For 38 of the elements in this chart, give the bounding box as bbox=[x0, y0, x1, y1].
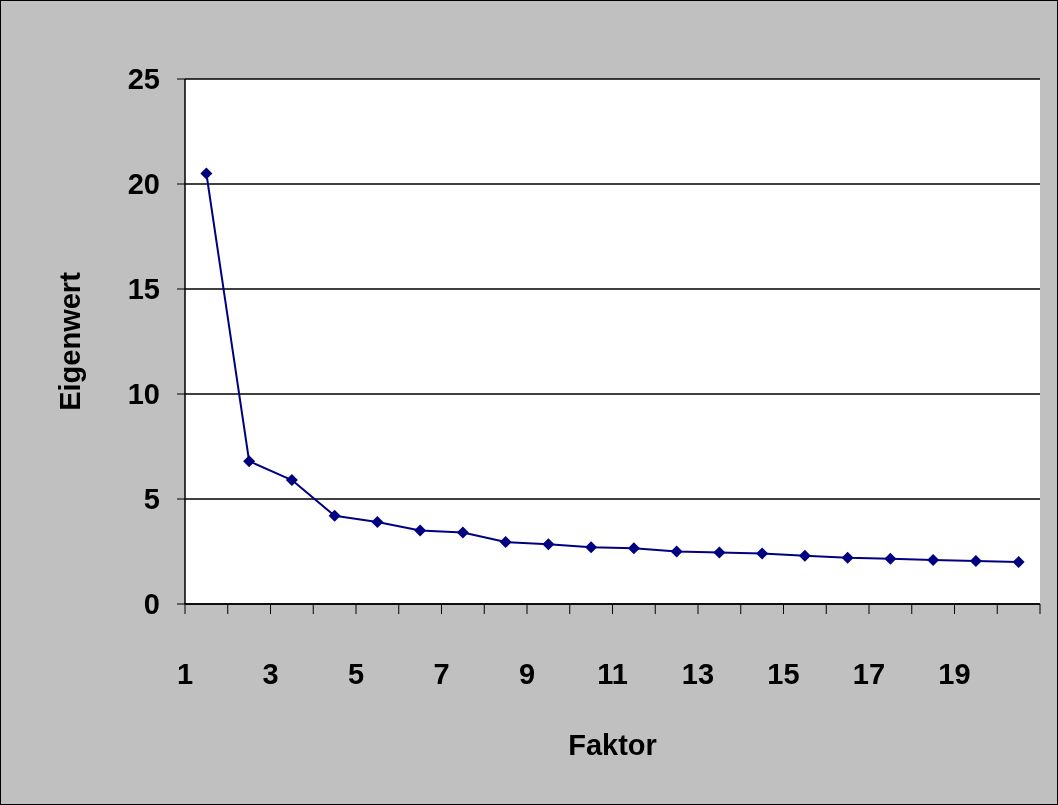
point bbox=[798, 549, 811, 562]
point bbox=[414, 524, 427, 537]
point bbox=[371, 516, 384, 529]
point bbox=[756, 547, 769, 560]
y-tick-label: 15 bbox=[127, 273, 160, 306]
x-tick-label: 11 bbox=[597, 658, 628, 690]
y-tick-label: 25 bbox=[127, 63, 160, 96]
x-axis-title: Faktor bbox=[568, 729, 657, 761]
y-tick-label: 10 bbox=[127, 378, 160, 411]
x-tick-label: 5 bbox=[347, 658, 365, 690]
x-tick-label: 13 bbox=[681, 658, 715, 690]
point bbox=[542, 538, 555, 551]
point bbox=[713, 546, 726, 559]
point bbox=[285, 474, 298, 487]
point bbox=[328, 509, 341, 522]
point bbox=[670, 545, 683, 558]
x-tick-label: 1 bbox=[176, 658, 194, 690]
point bbox=[456, 526, 469, 539]
point bbox=[627, 542, 640, 555]
point bbox=[243, 455, 256, 468]
x-tick-label: 7 bbox=[433, 658, 450, 690]
point bbox=[499, 536, 512, 549]
x-tick-label: 9 bbox=[518, 658, 536, 690]
x-tick-label: 19 bbox=[938, 658, 971, 690]
y-axis-title: Eigenwert bbox=[54, 271, 86, 411]
point bbox=[969, 554, 982, 567]
y-tick-label: 5 bbox=[143, 483, 160, 516]
point bbox=[884, 552, 897, 565]
point bbox=[585, 541, 598, 554]
y-tick-label: 20 bbox=[127, 168, 160, 201]
point bbox=[841, 551, 854, 564]
x-tick-label: 3 bbox=[262, 658, 279, 690]
point bbox=[927, 553, 940, 566]
point bbox=[1012, 556, 1025, 568]
y-tick-label: 0 bbox=[143, 588, 160, 621]
x-tick-label: 15 bbox=[767, 658, 800, 690]
point bbox=[200, 167, 213, 180]
x-tick-label: 17 bbox=[852, 658, 886, 690]
